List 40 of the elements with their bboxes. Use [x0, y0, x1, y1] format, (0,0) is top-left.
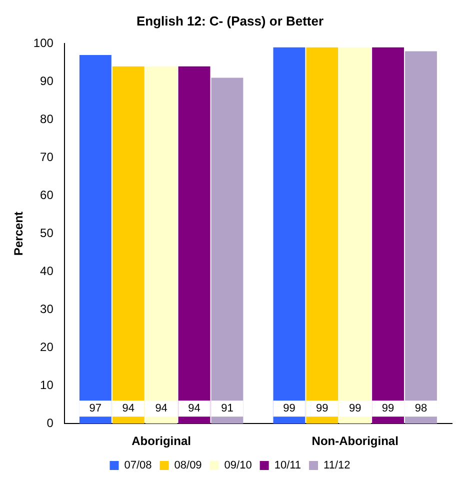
y-tick-label: 80 [40, 112, 54, 126]
y-tick-label: 0 [46, 416, 54, 430]
y-tick-label: 20 [40, 340, 54, 354]
bar [372, 47, 404, 424]
bar [79, 55, 112, 424]
y-tick-label: 60 [40, 188, 54, 202]
y-tick-label: 30 [40, 302, 54, 316]
data-label: 99 [348, 402, 362, 415]
x-tick-label: Non-Aboriginal [312, 434, 398, 448]
data-label: 98 [414, 402, 428, 415]
data-label: 99 [283, 402, 296, 415]
bar [405, 51, 437, 424]
data-label: 94 [122, 402, 134, 415]
chart-title: English 12: C- (Pass) or Better [136, 13, 324, 28]
bar [339, 47, 372, 424]
y-tick-label: 10 [40, 378, 54, 392]
y-tick-label: 70 [40, 150, 54, 164]
data-label: 91 [221, 402, 234, 415]
y-tick-label: 40 [40, 264, 54, 278]
y-tick-label: 100 [33, 36, 54, 50]
bar [273, 47, 306, 424]
bar [145, 66, 178, 424]
bar [112, 66, 144, 424]
legend-label: 07/08 [124, 460, 152, 472]
bar [306, 47, 338, 424]
legend-label: 09/10 [224, 460, 252, 472]
y-tick-label: 90 [40, 74, 54, 88]
data-label: 94 [155, 402, 168, 415]
y-axis-title: Percent [12, 212, 26, 256]
data-label: 97 [89, 402, 102, 415]
bar [211, 78, 244, 424]
data-label: 99 [382, 402, 394, 415]
legend-label: 08/09 [174, 460, 202, 472]
bar [178, 66, 210, 424]
data-label: 94 [188, 402, 200, 415]
legend-label: 10/11 [274, 460, 302, 472]
x-tick-label: Aboriginal [132, 434, 191, 448]
legend-label: 11/12 [324, 460, 350, 472]
data-label: 99 [316, 402, 328, 415]
y-tick-label: 50 [40, 226, 54, 240]
